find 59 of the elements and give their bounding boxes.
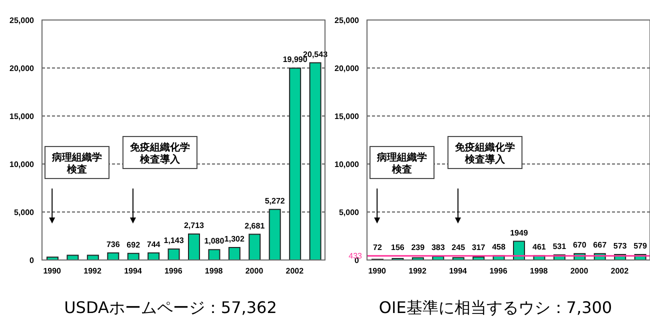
y-tick-label: 0 xyxy=(30,256,35,265)
data-label: 667 xyxy=(593,240,608,250)
data-label: 692 xyxy=(126,240,141,250)
data-label: 573 xyxy=(613,242,628,250)
y-tick-label: 5,000 xyxy=(14,208,35,217)
x-tick-label: 2002 xyxy=(610,266,630,276)
x-tick-label: 2002 xyxy=(286,266,304,276)
y-tick-label: 25,000 xyxy=(10,16,35,25)
data-label: 1,302 xyxy=(224,234,245,244)
x-tick-label: 1992 xyxy=(84,266,102,276)
annotation: 免疫組織化学検査導入 xyxy=(128,142,190,166)
callout-box: 病理組織学検査 xyxy=(44,146,110,180)
data-label: 72 xyxy=(373,242,382,252)
y-tick-label: 10,000 xyxy=(334,160,360,169)
data-label: 736 xyxy=(106,240,120,249)
callout-box: 病理組織学検査 xyxy=(370,146,434,180)
x-tick-label: 1998 xyxy=(530,266,548,276)
data-label: 383 xyxy=(431,242,446,252)
text: OIE基準に相当するウシ：7,300 xyxy=(378,298,614,319)
x-tick-label: 1998 xyxy=(204,266,224,276)
y-tick-label: 15,000 xyxy=(334,112,360,121)
data-label: 461 xyxy=(532,242,546,252)
callout-box: 免疫組織化学検査導入 xyxy=(122,136,198,170)
x-tick-label: 1990 xyxy=(368,266,387,276)
x-tick-label: 1990 xyxy=(43,266,62,276)
y-tick-label: 20,000 xyxy=(10,64,35,73)
x-tick-label: 2000 xyxy=(245,266,264,276)
x-tick-label: 1992 xyxy=(408,266,427,276)
data-label: 245 xyxy=(452,242,466,252)
data-label: 670 xyxy=(572,240,587,250)
data-label: 579 xyxy=(634,241,648,250)
x-tick-label: 2000 xyxy=(570,266,589,276)
y-tick-label: 5,000 xyxy=(338,208,360,217)
data-label: 1,080 xyxy=(204,236,225,246)
data-label: 531 xyxy=(552,242,567,251)
data-label: 1949 xyxy=(510,228,528,238)
data-label: 5,272 xyxy=(264,196,286,206)
x-tick-label: 1996 xyxy=(164,266,183,276)
y-tick-label: 25,000 xyxy=(334,16,360,25)
data-label: 317 xyxy=(472,242,486,252)
y-tick-label: 20,000 xyxy=(334,64,360,73)
annotation: 免疫組織化学検査導入 xyxy=(454,142,515,166)
data-label: 2,713 xyxy=(184,220,205,230)
annotation: 病理組織学検査 xyxy=(376,152,427,176)
text: USDAホームページ：57,362 xyxy=(63,298,278,319)
y-tick-label: 10,000 xyxy=(10,160,35,169)
data-label: 2,681 xyxy=(244,221,266,230)
data-label: 1,143 xyxy=(164,236,184,246)
y-tick-label: 15,000 xyxy=(10,112,35,121)
x-tick-label: 1994 xyxy=(449,266,468,276)
x-tick-label: 1996 xyxy=(489,266,508,276)
x-tick-label: 1994 xyxy=(124,266,142,276)
data-label: 744 xyxy=(146,240,161,249)
data-label: 19,990 xyxy=(282,55,308,64)
data-label: 239 xyxy=(411,242,426,252)
callout-box: 免疫組織化学検査導入 xyxy=(447,136,522,170)
data-label: 458 xyxy=(492,242,506,252)
annotation: 病理組織学検査 xyxy=(51,152,102,176)
data-label: 156 xyxy=(391,242,405,252)
